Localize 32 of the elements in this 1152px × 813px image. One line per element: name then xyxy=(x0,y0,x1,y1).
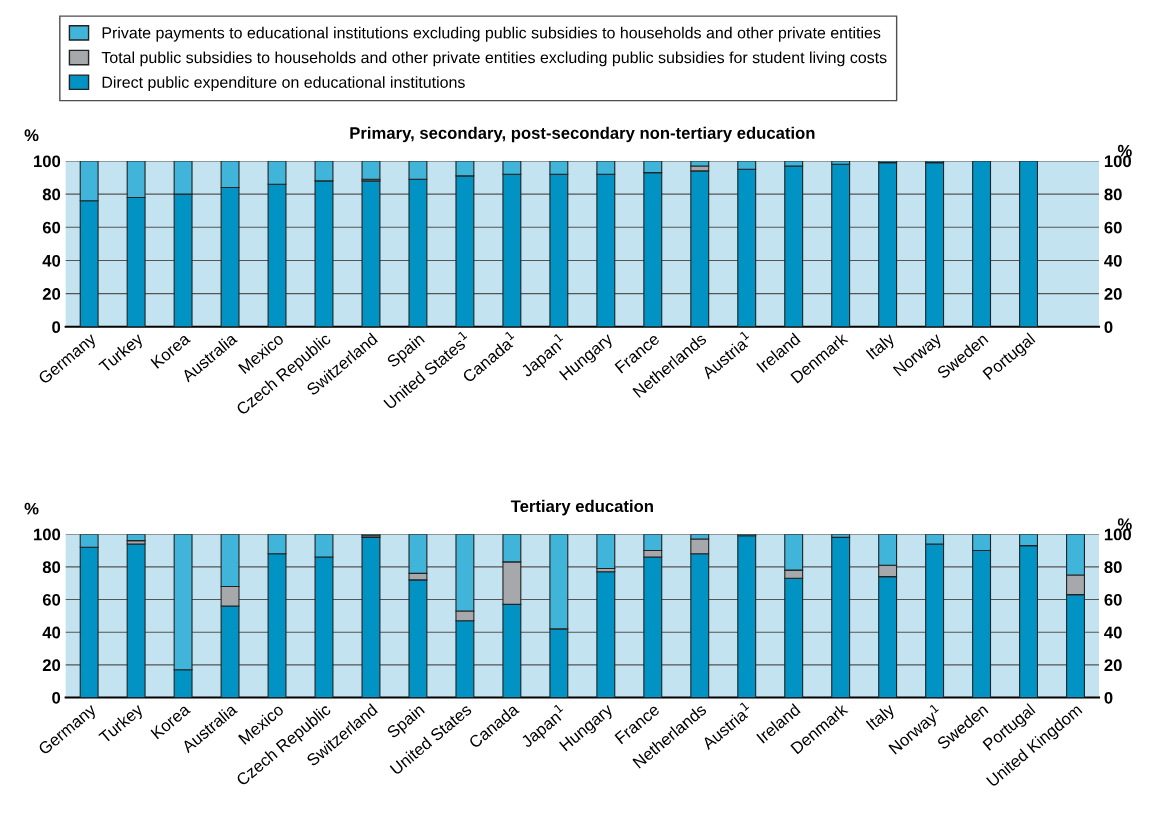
legend-label: Private payments to educational institutions excluding public subsidies to households and other private entities xyxy=(102,26,881,42)
y2-tick-label: 20 xyxy=(1104,288,1122,300)
y-tick-label: 100 xyxy=(34,155,61,168)
y2-tick-label: 80 xyxy=(1104,188,1122,201)
y-tick-label: 60 xyxy=(42,593,61,606)
x-tick-label: Italy xyxy=(865,331,898,363)
y-axis-title: % xyxy=(24,502,39,515)
y-tick-label: 20 xyxy=(42,288,61,300)
y-axis-title: % xyxy=(24,129,39,142)
y2-tick-label: 0 xyxy=(1104,321,1113,334)
y-tick-label: 80 xyxy=(42,561,61,574)
y2-tick-label: 40 xyxy=(1104,626,1122,639)
y2-tick-label: 40 xyxy=(1104,254,1122,267)
chart-title: Tertiary education xyxy=(510,499,653,516)
y2-tick-label: 80 xyxy=(1104,561,1122,574)
y-tick-label: 40 xyxy=(42,254,61,267)
y2-tick-label: 60 xyxy=(1104,593,1122,606)
y-tick-label: 20 xyxy=(42,659,61,672)
y-tick-label: 100 xyxy=(34,528,61,541)
y-tick-label: 0 xyxy=(52,691,61,704)
legend-label: Direct public expenditure on educational institutions xyxy=(102,76,465,92)
y-tick-label: 60 xyxy=(42,221,61,234)
y-tick-label: 80 xyxy=(42,188,61,201)
y-tick-label: 40 xyxy=(42,626,61,639)
chart-title: Primary, secondary, post-secondary non-tertiary education xyxy=(350,126,815,143)
y2-tick-label: 100 xyxy=(1104,155,1131,168)
y2-tick-label: 0 xyxy=(1104,691,1113,704)
y-tick-label: 0 xyxy=(52,321,61,334)
y2-tick-label: 60 xyxy=(1104,221,1122,234)
legend-label: Total public subsidies to households and other private entities excluding public subsidies for student living costs xyxy=(101,51,887,67)
y2-tick-label: 20 xyxy=(1104,659,1122,672)
y2-axis-title: % xyxy=(1117,144,1132,157)
